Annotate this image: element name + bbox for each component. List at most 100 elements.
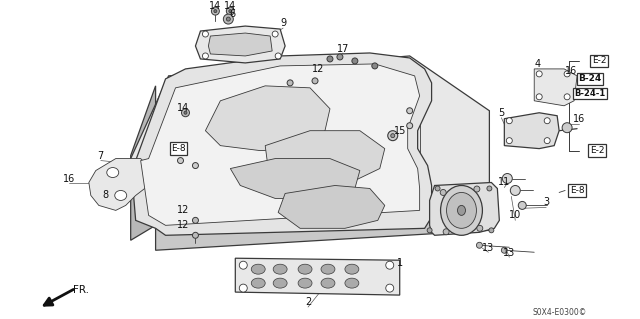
Ellipse shape (273, 278, 287, 288)
Circle shape (229, 10, 232, 13)
Polygon shape (156, 205, 490, 250)
Polygon shape (195, 26, 285, 63)
Circle shape (223, 14, 234, 24)
Text: E-8: E-8 (171, 144, 186, 153)
Polygon shape (278, 185, 385, 228)
Circle shape (272, 31, 278, 37)
Text: 14: 14 (224, 1, 236, 11)
Text: 3: 3 (543, 197, 549, 207)
Circle shape (474, 186, 480, 192)
Polygon shape (131, 86, 156, 240)
Ellipse shape (107, 167, 119, 177)
Polygon shape (141, 64, 420, 225)
Polygon shape (504, 113, 559, 149)
Polygon shape (209, 33, 272, 56)
Circle shape (506, 118, 512, 124)
Ellipse shape (252, 278, 265, 288)
Circle shape (406, 123, 413, 129)
Circle shape (562, 123, 572, 133)
Circle shape (386, 261, 394, 269)
Text: 17: 17 (337, 44, 349, 54)
Circle shape (227, 17, 230, 21)
Circle shape (184, 111, 187, 114)
Circle shape (536, 94, 542, 100)
Ellipse shape (321, 264, 335, 274)
Text: 8: 8 (102, 190, 109, 200)
Circle shape (388, 131, 397, 141)
Circle shape (544, 118, 550, 124)
Polygon shape (265, 131, 385, 182)
Circle shape (435, 186, 440, 191)
Circle shape (202, 53, 209, 59)
Circle shape (193, 163, 198, 168)
Ellipse shape (440, 185, 483, 235)
Text: 12: 12 (177, 205, 189, 215)
Ellipse shape (447, 192, 476, 228)
Polygon shape (131, 53, 490, 235)
Text: 4: 4 (534, 59, 540, 69)
Text: 16: 16 (573, 114, 585, 124)
Text: 6: 6 (229, 9, 236, 19)
Circle shape (477, 225, 483, 231)
Circle shape (327, 56, 333, 62)
Text: 12: 12 (312, 64, 324, 74)
Polygon shape (89, 159, 150, 211)
Text: 9: 9 (280, 18, 286, 28)
Circle shape (443, 229, 449, 235)
Text: S0X4-E0300©: S0X4-E0300© (532, 308, 586, 316)
Text: FR.: FR. (73, 285, 89, 295)
Ellipse shape (273, 264, 287, 274)
Circle shape (372, 63, 378, 69)
Circle shape (386, 284, 394, 292)
Circle shape (182, 109, 189, 117)
Text: 2: 2 (305, 297, 311, 307)
Circle shape (177, 158, 184, 164)
Text: 13: 13 (503, 248, 515, 258)
Circle shape (487, 186, 492, 191)
Text: B-24: B-24 (579, 74, 602, 83)
Text: 16: 16 (63, 174, 75, 183)
Text: 14: 14 (177, 103, 189, 113)
Polygon shape (236, 258, 400, 295)
Circle shape (239, 284, 247, 292)
Ellipse shape (345, 264, 359, 274)
Circle shape (476, 242, 483, 248)
Circle shape (227, 7, 234, 15)
Text: E-8: E-8 (570, 186, 584, 195)
Circle shape (427, 228, 432, 233)
Ellipse shape (458, 205, 465, 215)
Text: 16: 16 (565, 66, 577, 76)
Text: 12: 12 (177, 220, 189, 230)
Circle shape (564, 94, 570, 100)
Polygon shape (205, 86, 330, 151)
Polygon shape (230, 159, 360, 198)
Text: B-24-1: B-24-1 (574, 89, 605, 98)
Circle shape (275, 53, 281, 59)
Circle shape (536, 71, 542, 77)
Ellipse shape (115, 190, 127, 200)
Circle shape (214, 10, 217, 13)
Circle shape (406, 108, 413, 114)
Text: 7: 7 (98, 151, 104, 160)
Text: 1: 1 (397, 258, 403, 268)
Text: 10: 10 (509, 210, 522, 220)
Circle shape (211, 7, 220, 15)
Ellipse shape (298, 278, 312, 288)
Text: 14: 14 (209, 1, 221, 11)
Circle shape (501, 247, 508, 253)
Ellipse shape (345, 278, 359, 288)
Circle shape (440, 189, 446, 196)
Circle shape (193, 217, 198, 223)
Text: 5: 5 (498, 108, 504, 118)
Text: E-2: E-2 (592, 56, 606, 65)
Circle shape (287, 80, 293, 86)
Circle shape (337, 54, 343, 60)
Text: 13: 13 (483, 243, 495, 253)
Ellipse shape (252, 264, 265, 274)
Circle shape (544, 138, 550, 144)
Circle shape (312, 78, 318, 84)
Circle shape (352, 58, 358, 64)
Circle shape (564, 71, 570, 77)
Text: 15: 15 (394, 126, 406, 136)
Ellipse shape (321, 278, 335, 288)
